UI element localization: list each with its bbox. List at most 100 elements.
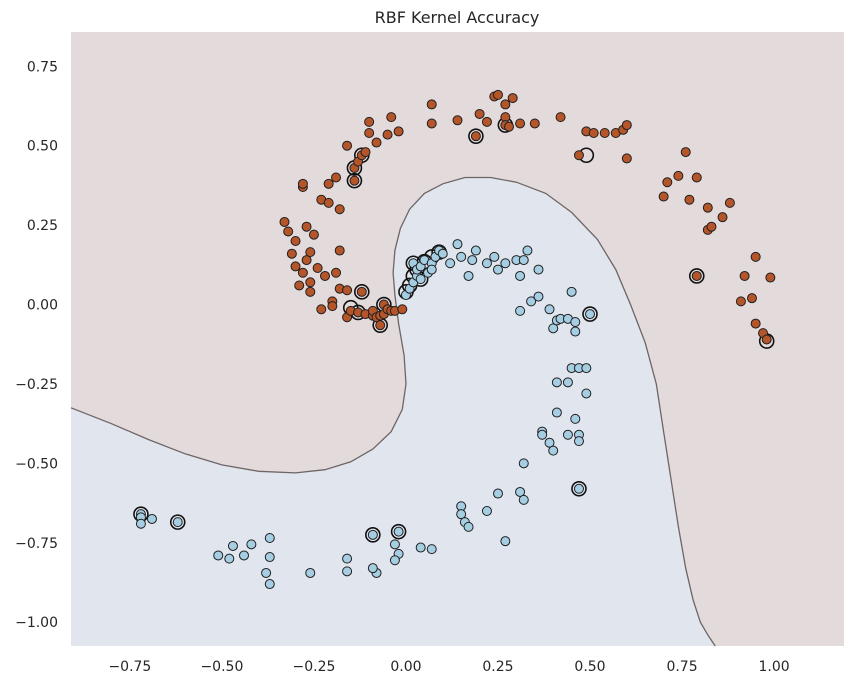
- y-tick-label: −0.50: [15, 456, 58, 472]
- scatter-point-class-1: [224, 553, 235, 564]
- scatter-point-class-0: [386, 112, 397, 123]
- scatter-point-class-1: [500, 258, 511, 269]
- scatter-point-class-1: [570, 413, 581, 424]
- scatter-point-class-0: [507, 93, 518, 104]
- scatter-point-class-0: [356, 286, 367, 297]
- scatter-point-class-1: [585, 309, 596, 320]
- scatter-point-class-0: [290, 261, 301, 272]
- scatter-point-class-0: [658, 191, 669, 202]
- scatter-point-class-1: [522, 245, 533, 256]
- scatter-point-class-0: [312, 263, 323, 274]
- y-tick-label: −0.25: [15, 377, 58, 393]
- decision-boundary-line: [70, 176, 716, 647]
- scatter-point-class-0: [515, 118, 526, 129]
- scatter-point-class-1: [481, 506, 492, 517]
- y-axis-ticks: 0.75 0.50 0.25 0.00 −0.25 −0.50 −0.75 −1.00: [15, 59, 58, 631]
- scatter-point-class-0: [397, 304, 408, 315]
- x-tick-label: −0.25: [292, 659, 335, 675]
- scatter-point-class-0: [452, 115, 463, 126]
- y-tick-label: 0.50: [27, 139, 58, 155]
- scatter-point-class-0: [283, 226, 294, 237]
- scatter-point-class-1: [570, 326, 581, 337]
- scatter-point-class-0: [621, 153, 632, 164]
- scatter-point-class-1: [463, 521, 474, 532]
- scatter-point-class-1: [389, 539, 400, 550]
- scatter-point-class-1: [562, 377, 573, 388]
- scatter-point-class-0: [673, 170, 684, 181]
- support-vector-ring: [688, 268, 705, 284]
- scatter-point-class-1: [566, 286, 577, 297]
- scatter-point-class-0: [331, 172, 342, 183]
- scatter-point-class-1: [426, 264, 437, 275]
- scatter-point-class-1: [239, 550, 250, 561]
- scatter-point-class-1: [518, 255, 529, 266]
- x-tick-label: −0.50: [200, 659, 243, 675]
- scatter-point-class-0: [323, 197, 334, 208]
- scatter-point-class-0: [323, 178, 334, 189]
- scatter-point-class-1: [367, 529, 378, 540]
- support-vector-ring: [169, 514, 186, 530]
- scatter-point-class-1: [581, 363, 592, 374]
- scatter-point-class-1: [470, 245, 481, 256]
- scatter-point-class-0: [691, 270, 702, 281]
- scatter-point-class-0: [470, 131, 481, 142]
- scatter-point-class-1: [518, 458, 529, 469]
- y-tick-label: 0.75: [27, 59, 58, 75]
- scatter-point-class-1: [463, 270, 474, 281]
- scatter-point-class-0: [662, 177, 673, 188]
- scatter-point-class-0: [724, 197, 735, 208]
- x-tick-label: 0.00: [390, 659, 421, 675]
- scatter-point-class-1: [172, 517, 183, 528]
- scatter-point-class-1: [456, 251, 467, 262]
- scatter-point-class-0: [375, 320, 386, 331]
- scatter-point-class-0: [301, 221, 312, 232]
- scatter-point-class-1: [135, 518, 146, 529]
- scatter-point-class-0: [717, 212, 728, 223]
- scatter-point-class-0: [364, 116, 375, 127]
- scatter-point-class-0: [334, 204, 345, 215]
- scatter-point-class-0: [702, 202, 713, 213]
- scatter-point-class-0: [573, 150, 584, 161]
- scatter-point-class-0: [279, 216, 290, 227]
- scatter-point-class-1: [551, 377, 562, 388]
- scatter-point-class-1: [548, 323, 559, 334]
- scatter-point-class-1: [537, 429, 548, 440]
- support-vector-ring: [346, 172, 363, 189]
- scatter-point-class-1: [562, 429, 573, 440]
- scatter-point-class-0: [342, 285, 353, 296]
- scatter-point-class-1: [533, 291, 544, 302]
- scatter-point-class-1: [305, 567, 316, 578]
- scatter-point-class-1: [533, 264, 544, 275]
- scatter-point-class-1: [551, 407, 562, 418]
- scatter-point-class-1: [426, 544, 437, 555]
- scatter-point-class-1: [246, 539, 257, 550]
- y-tick-label: −0.75: [15, 536, 58, 552]
- scatter-point-class-1: [264, 552, 275, 563]
- support-vector-ring: [353, 284, 370, 300]
- x-tick-label: 0.25: [482, 659, 513, 675]
- scatter-point-class-1: [452, 239, 463, 250]
- scatter-point-class-0: [426, 118, 437, 129]
- scatter-point-class-0: [349, 175, 360, 186]
- scatter-point-class-1: [526, 296, 537, 307]
- scatter-point-class-1: [544, 437, 555, 448]
- scatter-point-class-0: [331, 267, 342, 278]
- x-tick-label: 0.50: [574, 659, 605, 675]
- scatter-point-class-0: [290, 236, 301, 247]
- scatter-point-class-1: [456, 509, 467, 520]
- scatter-point-class-0: [750, 318, 761, 329]
- scatter-point-class-0: [500, 99, 511, 110]
- scatter-point-class-0: [382, 129, 393, 140]
- support-vector-ring: [365, 527, 381, 543]
- scatter-point-class-1: [415, 274, 426, 285]
- scatter-point-class-0: [364, 128, 375, 139]
- scatter-point-class-0: [286, 248, 297, 259]
- chart-title: RBF Kernel Accuracy: [375, 8, 540, 27]
- scatter-point-class-1: [261, 567, 272, 578]
- scatter-point-class-1: [544, 304, 555, 315]
- scatter-point-class-0: [301, 255, 312, 266]
- scatter-point-class-0: [297, 267, 308, 278]
- scatter-point-class-1: [515, 270, 526, 281]
- scatter-point-class-0: [334, 245, 345, 256]
